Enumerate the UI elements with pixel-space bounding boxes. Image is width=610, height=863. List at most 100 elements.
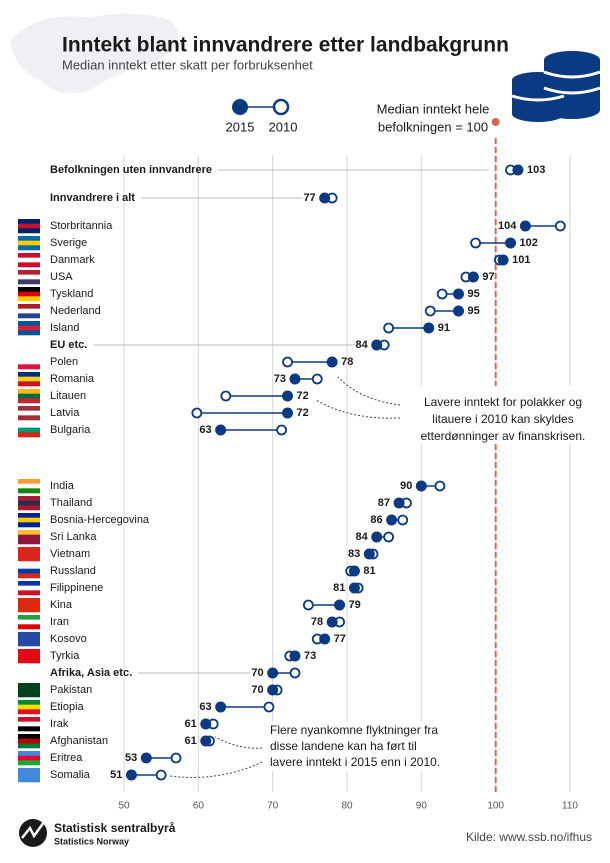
flag [18, 692, 40, 698]
dot-2015 [453, 288, 464, 300]
category-label: Vietnam [50, 548, 90, 560]
logo: Statistisk sentralbyrå Statistics Norway [19, 819, 176, 847]
logo-text: Statistisk sentralbyrå [54, 821, 176, 835]
flag [18, 717, 40, 722]
dot-2010 [191, 407, 203, 419]
category-label: USA [50, 271, 73, 283]
category-label: Afrika, Asia etc. [50, 667, 132, 679]
dot-2010 [424, 305, 436, 317]
dot-2015 [505, 237, 517, 249]
dot-2015 [371, 339, 383, 351]
flag [18, 649, 40, 654]
flag [18, 287, 40, 292]
value-label: 91 [438, 322, 450, 334]
flag [18, 228, 40, 234]
flag [18, 615, 40, 620]
category-label: Nederland [50, 305, 101, 317]
x-tick-label: 60 [193, 801, 205, 812]
flag [18, 522, 40, 528]
flag [18, 653, 40, 659]
value-label: 70 [251, 684, 263, 696]
category-label: Storbritannia [50, 220, 113, 232]
value-label: 78 [341, 356, 353, 368]
flag [18, 279, 40, 285]
flag [18, 700, 40, 705]
flag [18, 598, 40, 603]
dot-2015 [289, 373, 301, 385]
value-label: 101 [512, 254, 530, 266]
value-label: 84 [355, 531, 368, 543]
flag [18, 257, 40, 263]
dot-2015 [512, 164, 524, 176]
flag [18, 389, 40, 394]
category-label: Etiopia [50, 701, 85, 713]
flag [18, 755, 40, 761]
dot-2015 [497, 254, 509, 266]
flag [18, 539, 40, 545]
category-label: Kosovo [50, 633, 87, 645]
flag [18, 381, 40, 387]
flag [18, 372, 40, 377]
dot-2015 [319, 633, 331, 645]
flag [18, 772, 40, 778]
dot-2015 [363, 548, 375, 560]
category-label: Island [50, 322, 79, 334]
flag [18, 270, 40, 275]
dot-2010 [263, 701, 275, 713]
value-label: 81 [363, 565, 375, 577]
dot-2015 [386, 514, 398, 526]
flag [18, 585, 40, 591]
flag [18, 658, 40, 664]
annotation-text: disse landene kan ha ført til [270, 739, 417, 753]
category-label: Tyrkia [50, 650, 80, 662]
flag [18, 240, 40, 246]
dot-2010 [434, 480, 446, 492]
dot-2015 [200, 735, 212, 747]
dot-2010 [155, 769, 167, 781]
category-label: Befolkningen uten innvandrere [50, 164, 212, 176]
dot-2015 [423, 322, 435, 334]
flag [18, 410, 40, 416]
category-label: EU etc. [50, 339, 87, 351]
flag [18, 573, 40, 579]
value-label: 73 [304, 650, 316, 662]
dot-2010 [170, 752, 182, 764]
dot-2010 [311, 373, 323, 385]
flag [18, 291, 40, 297]
dot-2010 [282, 356, 293, 368]
dot-2015 [453, 305, 464, 317]
dot-2010 [383, 531, 395, 543]
category-label: Polen [50, 356, 78, 368]
category-label: Danmark [50, 254, 95, 266]
category-label: Tyskland [50, 288, 93, 300]
category-label: Innvandrere i alt [50, 192, 135, 204]
annotation-text: litauere i 2010 kan skyldes [432, 412, 573, 426]
x-tick-label: 90 [416, 801, 428, 812]
dot-2015 [200, 718, 212, 730]
dot-2015 [326, 616, 338, 628]
legend-marker [232, 99, 248, 115]
dot-2015 [415, 480, 427, 492]
category-label: Russland [50, 565, 96, 577]
flag [18, 236, 40, 241]
legend-label: 2015 [226, 119, 255, 134]
flag [18, 415, 40, 421]
flag [18, 325, 40, 331]
value-label: 70 [251, 667, 263, 679]
dot-2015 [289, 650, 301, 662]
flag [18, 738, 40, 744]
flag [18, 734, 40, 739]
flag [18, 768, 40, 773]
value-label: 61 [185, 735, 197, 747]
dot-2015 [467, 271, 479, 283]
flag [18, 355, 40, 360]
dot-2015 [282, 390, 294, 402]
value-label: 73 [274, 373, 286, 385]
flag [18, 423, 40, 428]
flag [18, 398, 40, 404]
category-label: Afghanistan [50, 735, 108, 747]
flag [18, 636, 40, 642]
category-label: Pakistan [50, 684, 92, 696]
flag [18, 262, 40, 268]
flag [18, 624, 40, 630]
